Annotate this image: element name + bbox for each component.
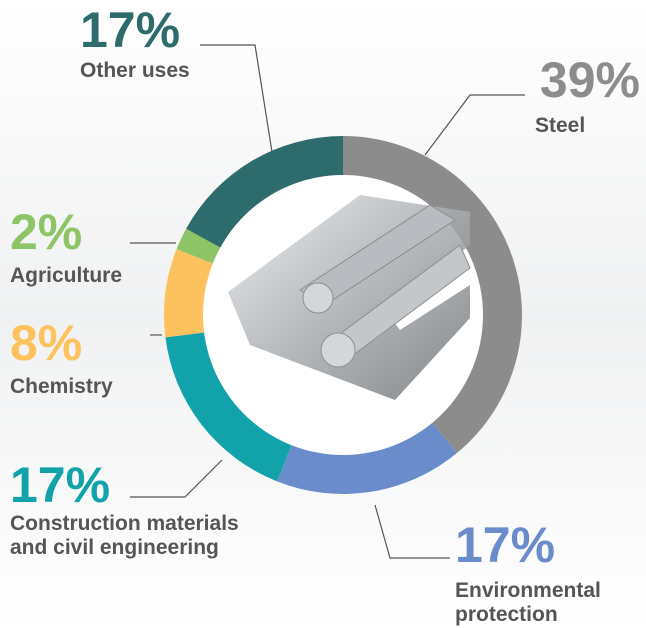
donut-slice [186, 136, 343, 249]
leader-line [130, 459, 223, 498]
donut-slice [343, 136, 522, 453]
value-label: 17% [455, 517, 555, 573]
donut [163, 136, 522, 494]
category-label: Other uses [80, 59, 190, 82]
category-label: Steel [535, 114, 585, 137]
value-label: 17% [80, 2, 180, 58]
category-label: Construction materials and civil engineer… [10, 512, 239, 559]
value-label: 2% [10, 204, 82, 260]
category-label: Environmental protection [455, 579, 601, 626]
category-label: Agriculture [10, 264, 122, 287]
donut-slice [165, 332, 293, 482]
donut-slice [176, 228, 223, 265]
value-label: 17% [10, 457, 110, 513]
value-label: 8% [10, 315, 82, 371]
category-label: Chemistry [10, 375, 113, 398]
donut-slice [277, 421, 458, 494]
leader-line [424, 94, 525, 156]
leader-line [374, 504, 450, 559]
value-label: 39% [540, 52, 640, 108]
donut-slice [163, 249, 215, 338]
leader-line [200, 44, 273, 153]
steel-image [228, 195, 471, 400]
